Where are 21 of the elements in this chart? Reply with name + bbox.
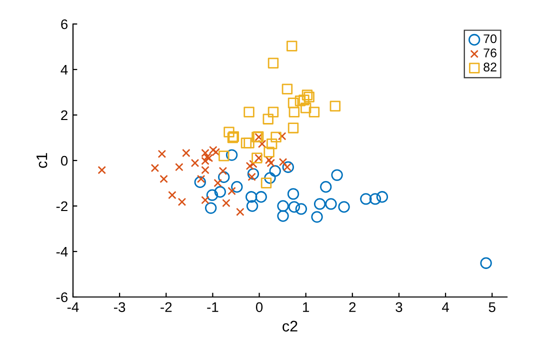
legend-label: 76 <box>484 48 496 58</box>
legend-label: 70 <box>484 34 497 44</box>
y-tick-label: 6 <box>61 19 68 30</box>
x-tick-label: -3 <box>114 302 126 312</box>
y-tick-label: -6 <box>56 292 68 302</box>
legend-label: 82 <box>484 62 496 72</box>
y-tick-label: 2 <box>61 110 68 120</box>
x-tick-label: 3 <box>396 302 402 312</box>
y-tick-label: -4 <box>56 246 68 257</box>
y-tick-label: 0 <box>60 156 68 166</box>
x-tick-label: -2 <box>160 302 172 312</box>
x-tick-label: 0 <box>256 302 263 312</box>
x-tick-label: 5 <box>488 302 496 312</box>
x-tick-label: 1 <box>303 302 310 312</box>
x-tick-label: -1 <box>207 302 218 312</box>
x-tick-label: 4 <box>442 302 449 312</box>
x-axis-title: c2 <box>282 320 298 332</box>
y-tick-label: -2 <box>56 201 68 212</box>
y-tick-label: 4 <box>60 64 68 75</box>
y-axis-title: c1 <box>36 153 48 168</box>
x-tick-label: 2 <box>349 302 356 312</box>
